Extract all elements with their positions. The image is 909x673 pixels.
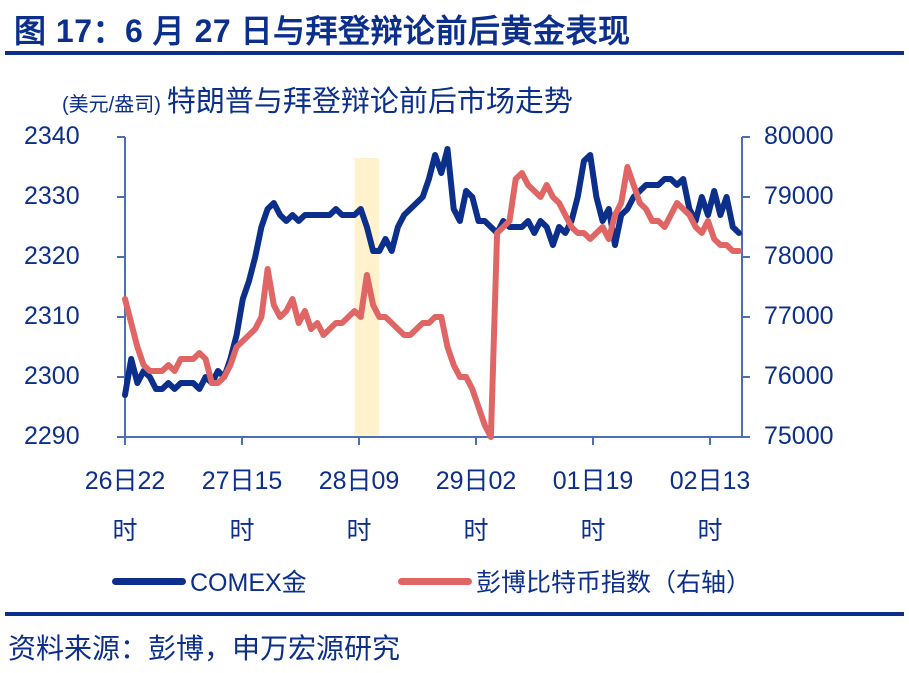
bitcoin-index-line (122, 164, 742, 440)
title-divider (5, 51, 904, 55)
y-tick-left: 2340 (24, 122, 80, 150)
x-tick-hour-suffix: 时 (580, 517, 606, 545)
y-tick-right: 79000 (764, 182, 834, 210)
legend-label-gold: COMEX金 (190, 569, 307, 597)
y-tick-right: 80000 (764, 122, 834, 150)
legend-swatch-gold (112, 577, 186, 585)
y-tick-left: 2320 (24, 242, 80, 270)
y-tick-left: 2330 (24, 182, 80, 210)
footer-divider (5, 612, 904, 616)
comex-gold-line (122, 146, 742, 398)
x-tick-hour-suffix: 时 (346, 517, 372, 545)
figure-title: 图 17：6 月 27 日与拜登辩论前后黄金表现 (14, 13, 631, 49)
x-tick-hour-suffix: 时 (697, 517, 723, 545)
legend-item-gold: COMEX金 (112, 563, 307, 599)
x-tick-date: 27日15 (201, 467, 283, 495)
x-tick-date: 01日19 (552, 467, 634, 495)
y-tick-right: 77000 (764, 302, 834, 330)
y-tick-left: 2300 (24, 362, 80, 390)
y-tick-right: 78000 (764, 242, 834, 270)
y-axis-unit: (美元/盎司) (62, 94, 161, 116)
debate-highlight-band (354, 158, 380, 437)
x-tick-hour-suffix: 时 (229, 517, 255, 545)
y-tick-right: 75000 (764, 422, 834, 450)
x-tick-date: 29日02 (435, 467, 517, 495)
chart-subtitle: (美元/盎司) 特朗普与拜登辩论前后市场走势 (62, 78, 573, 120)
y-tick-right: 76000 (764, 362, 834, 390)
legend-swatch-bitcoin (398, 577, 472, 585)
x-tick-hour-suffix: 时 (463, 517, 489, 545)
y-tick-left: 2310 (24, 302, 80, 330)
x-tick-label: 29日02 时 (416, 456, 536, 556)
x-tick-label: 27日15 时 (182, 456, 302, 556)
x-tick-date: 02日13 (669, 467, 751, 495)
x-tick-label: 02日13 时 (650, 456, 770, 556)
x-tick-label: 01日19 时 (533, 456, 653, 556)
x-tick-date: 26日22 (84, 467, 166, 495)
source-note: 资料来源：彭博，申万宏源研究 (8, 633, 401, 664)
y-tick-left: 2290 (24, 422, 80, 450)
chart-title: 特朗普与拜登辩论前后市场走势 (166, 86, 573, 118)
x-tick-label: 26日22 时 (65, 456, 185, 556)
x-tick-label: 28日09 时 (299, 456, 419, 556)
x-tick-date: 28日09 (318, 467, 400, 495)
legend-item-bitcoin: 彭博比特币指数（右轴） (398, 563, 751, 599)
chart-legend: COMEX金 彭博比特币指数（右轴） (0, 563, 909, 603)
legend-label-bitcoin: 彭博比特币指数（右轴） (476, 569, 752, 597)
x-tick-hour-suffix: 时 (112, 517, 138, 545)
